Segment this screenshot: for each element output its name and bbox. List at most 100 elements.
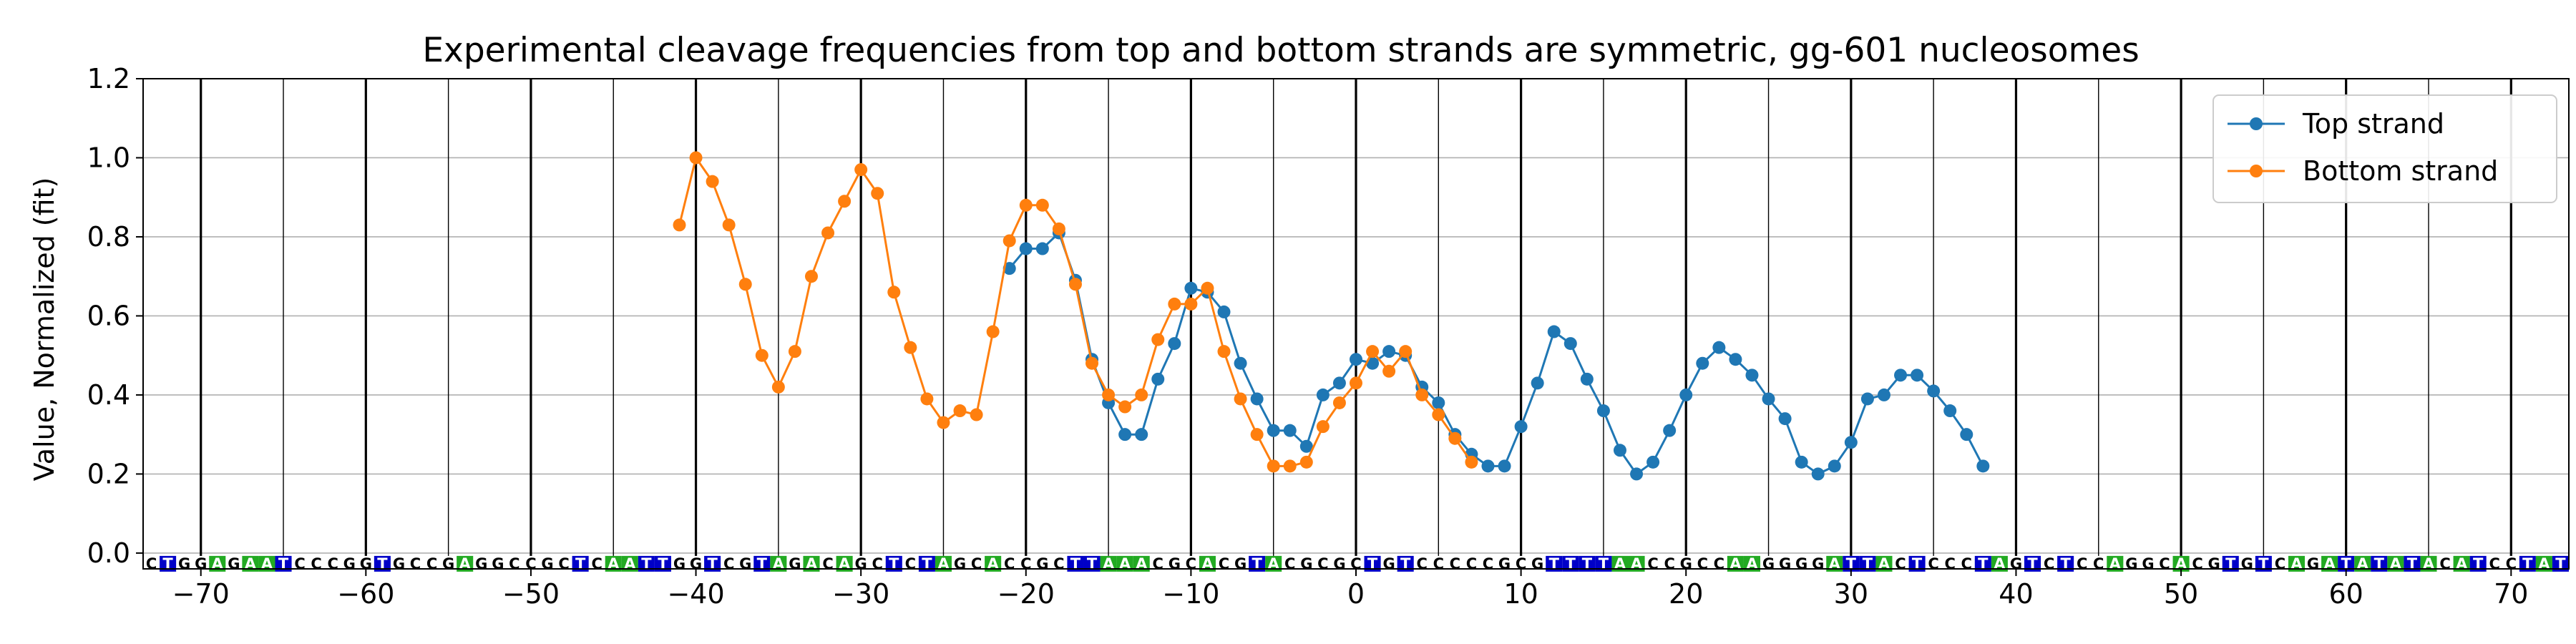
base-cell-A: [1628, 555, 1645, 572]
data-point: [1234, 392, 1247, 406]
data-point: [1316, 388, 1330, 401]
base-letter: T: [1599, 555, 1609, 572]
y-tick-label: 0.4: [87, 379, 130, 411]
data-point: [953, 404, 967, 418]
data-point: [1696, 356, 1709, 370]
x-tick-label: −20: [997, 578, 1055, 610]
base-cell-A: [2107, 555, 2124, 572]
base-letter: T: [377, 555, 388, 572]
base-cell-A: [1727, 555, 1744, 572]
base-letter: G: [1795, 555, 1807, 572]
base-letter: T: [2522, 555, 2533, 572]
data-point: [788, 345, 801, 358]
base-letter: T: [278, 555, 289, 572]
base-letter: A: [459, 555, 472, 572]
data-point: [1795, 455, 1808, 469]
data-point: [1448, 431, 1462, 445]
x-tick-label: −10: [1162, 578, 1219, 610]
base-letter: A: [245, 555, 257, 572]
base-cell-T: [1908, 555, 1926, 572]
data-point: [1943, 404, 1957, 418]
data-point: [1498, 459, 1511, 473]
base-letter: T: [1846, 555, 1857, 572]
data-point: [1299, 439, 1313, 453]
base-cell-T: [2371, 555, 2388, 572]
data-point: [1613, 444, 1626, 457]
data-point: [1151, 333, 1165, 346]
data-point: [970, 408, 983, 421]
base-letter: C: [1647, 555, 1658, 572]
base-cell-T: [160, 555, 177, 572]
base-letter: C: [872, 555, 883, 572]
base-cell-A: [457, 555, 474, 572]
base-cell-T: [374, 555, 391, 572]
data-point: [1844, 436, 1858, 449]
base-cell-T: [2255, 555, 2272, 572]
base-letter: C: [1516, 555, 1526, 572]
base-cell-T: [572, 555, 589, 572]
data-point: [1432, 396, 1445, 409]
data-point: [1118, 400, 1132, 414]
base-letter: A: [806, 555, 818, 572]
base-letter: C: [971, 555, 982, 572]
data-point: [1019, 198, 1033, 212]
base-letter: A: [261, 555, 273, 572]
base-letter: C: [1004, 555, 1015, 572]
base-cell-A: [621, 555, 638, 572]
base-letter: C: [1483, 555, 1493, 572]
base-letter: C: [2044, 555, 2054, 572]
base-letter: T: [2374, 555, 2385, 572]
base-letter: A: [2323, 555, 2336, 572]
base-letter: G: [1762, 555, 1775, 572]
data-point: [1201, 281, 1214, 295]
base-letter: C: [1219, 555, 1229, 572]
base-letter: C: [327, 555, 338, 572]
base-letter: A: [1631, 555, 1643, 572]
legend-label: Bottom strand: [2303, 155, 2498, 187]
data-point: [920, 392, 934, 406]
data-point: [1217, 345, 1231, 358]
x-tick-label: 50: [2164, 578, 2198, 610]
base-letter: T: [2341, 555, 2352, 572]
base-letter: T: [1978, 555, 1989, 572]
data-point: [1168, 297, 1181, 311]
base-letter: T: [1367, 555, 1378, 572]
base-letter: A: [1136, 555, 1148, 572]
series-line: [678, 155, 1473, 467]
y-tick-label: 0.0: [87, 537, 130, 569]
base-letter: A: [608, 555, 620, 572]
data-point: [1563, 337, 1577, 351]
base-letter: C: [1664, 555, 1674, 572]
x-tick-label: 0: [1347, 578, 1365, 610]
base-letter: C: [509, 555, 519, 572]
data-point: [722, 218, 736, 232]
data-point: [1135, 388, 1148, 401]
base-letter: C: [558, 555, 569, 572]
data-point: [1712, 341, 1726, 354]
data-point: [821, 226, 835, 240]
data-point: [1432, 408, 1445, 421]
base-cell-A: [1133, 555, 1150, 572]
legend: Top strand Bottom strand: [2212, 94, 2557, 203]
x-tick-label: 40: [1999, 578, 2033, 610]
legend-label: Top strand: [2302, 108, 2444, 140]
base-cell-A: [836, 555, 853, 572]
data-point: [937, 416, 950, 429]
base-letter: A: [2456, 555, 2468, 572]
base-letter: T: [1252, 555, 1262, 572]
base-letter: A: [2357, 555, 2369, 572]
base-letter: A: [1878, 555, 1890, 572]
data-point: [1976, 459, 1990, 473]
base-cell-A: [1875, 555, 1893, 572]
base-letter: C: [525, 555, 536, 572]
base-letter: C: [2093, 555, 2104, 572]
base-letter: G: [1498, 555, 1511, 572]
base-letter: G: [541, 555, 553, 572]
data-point: [1778, 412, 1792, 426]
base-letter: A: [2175, 555, 2187, 572]
base-cell-A: [605, 555, 622, 572]
base-cell-T: [1859, 555, 1876, 572]
data-point: [738, 278, 752, 291]
base-cell-T: [1546, 555, 1563, 572]
base-letter: G: [1234, 555, 1246, 572]
